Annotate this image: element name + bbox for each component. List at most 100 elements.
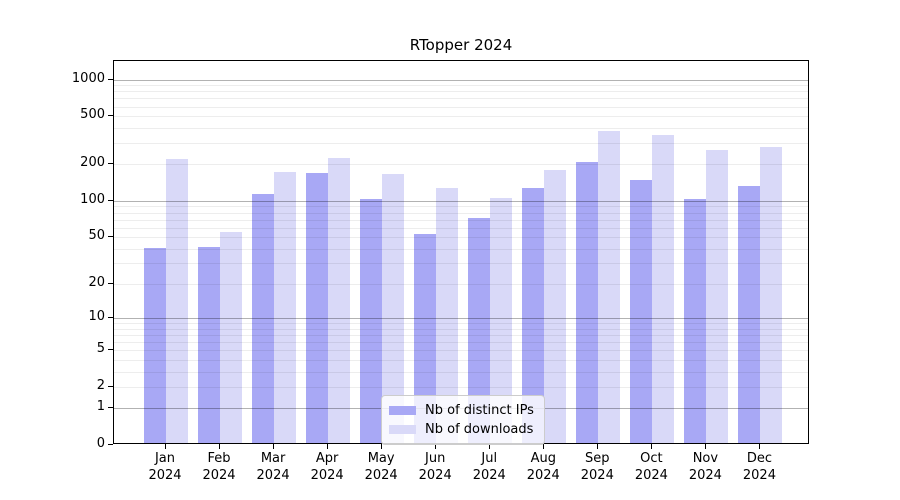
y-tick-label-50: 50	[88, 228, 105, 243]
x-tick-mark-may	[381, 444, 383, 449]
y-tick-mark-0	[108, 444, 113, 445]
y-tick-label-1: 1	[96, 399, 105, 415]
x-tick-label-jul: Jul 2024	[459, 450, 519, 484]
x-tick-month: Aug	[530, 451, 556, 466]
bar-distinct-ips-sep	[576, 162, 599, 443]
x-tick-mark-mar	[273, 444, 275, 449]
x-tick-year: 2024	[310, 468, 344, 483]
x-tick-mark-dec	[759, 444, 761, 449]
minor-gridline-600	[114, 106, 808, 108]
minor-gridline-70	[114, 219, 808, 221]
bar-downloads-may	[382, 173, 405, 443]
legend-swatch-ips-icon	[389, 406, 416, 415]
y-tick-mark-2	[108, 385, 113, 387]
major-gridline-1000	[114, 79, 808, 81]
bar-distinct-ips-mar	[252, 193, 275, 443]
x-tick-month: Sep	[585, 451, 610, 466]
minor-gridline-300	[114, 143, 808, 145]
y-tick-label-200: 200	[80, 155, 105, 171]
minor-gridline-3	[114, 371, 808, 373]
minor-gridline-6	[114, 342, 808, 344]
grid-layer	[114, 61, 808, 443]
minor-gridline-90	[114, 206, 808, 208]
x-tick-month: Jun	[425, 451, 446, 466]
y-tick-mark-200	[108, 163, 113, 165]
y-tick-label-20: 20	[88, 274, 105, 290]
x-tick-month: Apr	[315, 451, 339, 466]
y-tick-label-500: 500	[80, 107, 105, 123]
x-tick-month: Feb	[207, 451, 231, 466]
minor-gridline-30	[114, 263, 808, 265]
bar-distinct-ips-dec	[738, 185, 761, 443]
x-tick-label-mar: Mar 2024	[243, 450, 303, 484]
x-tick-month: May	[367, 451, 395, 466]
x-tick-label-apr: Apr 2024	[297, 450, 357, 484]
x-tick-year: 2024	[526, 468, 560, 483]
x-tick-month: Mar	[260, 451, 286, 466]
x-tick-year: 2024	[418, 468, 452, 483]
minor-gridline-400	[114, 127, 808, 129]
bar-downloads-dec	[760, 147, 783, 443]
y-tick-mark-1	[108, 407, 113, 409]
bar-downloads-nov	[706, 150, 729, 443]
minor-gridline-9	[114, 323, 808, 325]
bar-distinct-ips-may	[360, 198, 383, 443]
x-tick-month: Dec	[746, 451, 773, 466]
x-tick-year: 2024	[148, 468, 182, 483]
bar-downloads-apr	[328, 157, 351, 443]
y-tick-label-1000: 1000	[71, 70, 105, 86]
x-tick-year: 2024	[202, 468, 236, 483]
bar-distinct-ips-jan	[144, 247, 166, 443]
x-tick-mark-jun	[435, 444, 437, 449]
x-tick-year: 2024	[634, 468, 668, 483]
minor-gridline-2	[114, 386, 808, 388]
minor-gridline-60	[114, 227, 808, 229]
minor-gridline-900	[114, 85, 808, 87]
y-tick-mark-100	[108, 199, 113, 201]
x-tick-mark-jan	[165, 444, 166, 449]
x-tick-label-aug: Aug 2024	[513, 450, 573, 484]
legend: Nb of distinct IPs Nb of downloads	[381, 395, 545, 445]
minor-gridline-50	[114, 237, 808, 238]
x-tick-label-oct: Oct 2024	[621, 450, 681, 484]
minor-gridline-5	[114, 350, 808, 352]
bar-downloads-jan	[166, 159, 188, 443]
minor-gridline-700	[114, 98, 808, 100]
y-tick-label-0: 0	[96, 436, 105, 451]
y-tick-mark-1000	[108, 78, 113, 80]
x-tick-year: 2024	[472, 468, 506, 483]
bar-distinct-ips-aug	[522, 188, 545, 443]
x-tick-label-jan: Jan 2024	[135, 450, 195, 484]
bars-layer	[114, 61, 808, 443]
bar-distinct-ips-feb	[198, 246, 221, 443]
minor-gridline-800	[114, 91, 808, 93]
plot-area: Nb of distinct IPs Nb of downloads	[113, 60, 809, 445]
x-tick-mark-aug	[543, 444, 545, 449]
x-tick-month: Oct	[640, 451, 663, 466]
minor-gridline-200	[114, 164, 808, 166]
x-tick-label-feb: Feb 2024	[189, 450, 249, 484]
y-tick-mark-500	[108, 115, 113, 117]
bar-downloads-feb	[220, 232, 243, 443]
bar-distinct-ips-apr	[306, 173, 329, 443]
bar-downloads-sep	[598, 131, 621, 443]
x-tick-mark-oct	[651, 444, 653, 449]
x-tick-year: 2024	[256, 468, 290, 483]
x-tick-month: Jul	[481, 451, 498, 466]
x-tick-year: 2024	[688, 468, 722, 483]
bar-downloads-jun	[436, 188, 459, 443]
x-tick-year: 2024	[742, 468, 776, 483]
legend-item-distinct-ips: Nb of distinct IPs	[389, 401, 536, 420]
x-tick-mark-sep	[597, 444, 599, 449]
bar-downloads-mar	[274, 171, 297, 443]
x-tick-year: 2024	[580, 468, 614, 483]
x-tick-label-nov: Nov 2024	[675, 450, 735, 484]
chart-title: RTopper 2024	[409, 36, 513, 54]
y-tick-mark-5	[108, 349, 113, 351]
bar-downloads-jul	[490, 197, 513, 443]
bar-distinct-ips-jun	[414, 233, 437, 443]
bar-downloads-aug	[544, 170, 567, 443]
